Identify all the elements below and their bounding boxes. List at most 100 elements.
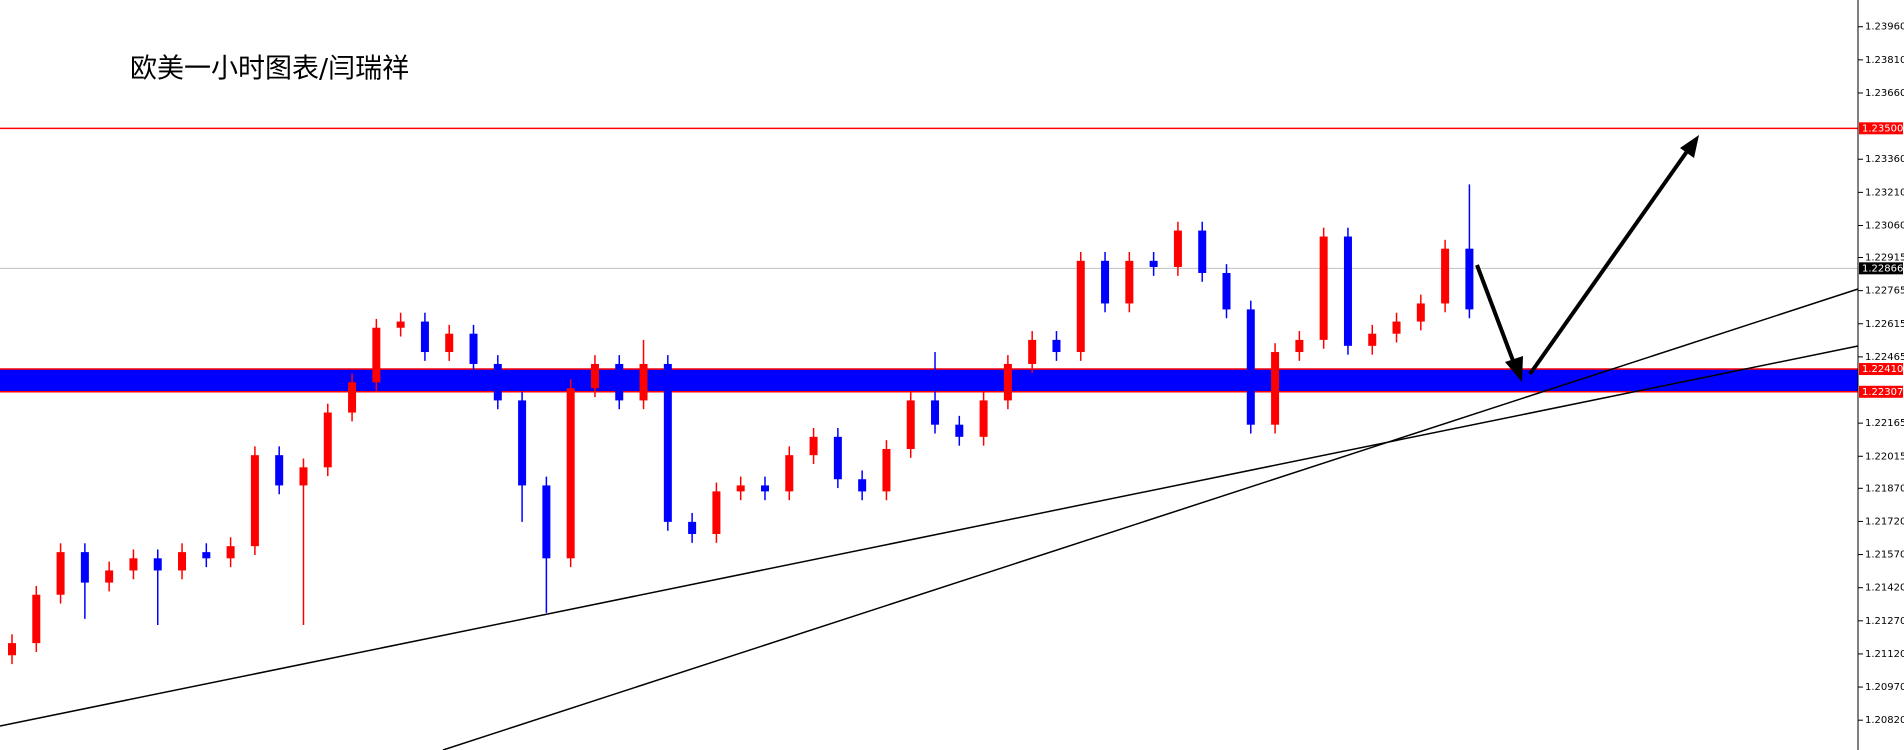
y-tick-label: 1.23060: [1865, 220, 1904, 231]
candle-body: [348, 382, 357, 413]
candle-body: [226, 546, 235, 559]
y-tick-label: 1.21270: [1865, 616, 1904, 627]
candle-body: [688, 521, 697, 535]
candle-body: [105, 570, 114, 583]
trendlines: [0, 288, 1859, 750]
zone-label: 1.22410: [1862, 364, 1903, 375]
candle-body: [56, 552, 65, 595]
candle-body: [1416, 303, 1425, 322]
candle-body: [1198, 230, 1207, 273]
candle-body: [1173, 230, 1182, 268]
candle-body: [1246, 309, 1255, 425]
candle-body: [153, 558, 162, 571]
candle-body: [566, 388, 575, 559]
candle-body: [1295, 339, 1304, 353]
y-tick-label: 1.20820: [1865, 715, 1904, 726]
y-axis: 1.23960 1.23810 1.23660 1.23360 1.23210 1.230…: [1858, 22, 1904, 726]
candle-body: [1076, 260, 1085, 353]
candle-body: [785, 455, 794, 492]
candle-body: [1465, 248, 1474, 310]
y-tick-label: 1.22765: [1865, 286, 1904, 297]
candle-body: [8, 643, 16, 656]
zone-label-bg: [1859, 385, 1903, 398]
candle-body: [80, 552, 89, 583]
candle-body: [1125, 260, 1134, 304]
last-price-label-bg: [1859, 262, 1903, 275]
last-price-label: 1.22866: [1862, 263, 1903, 274]
y-tick-label: 1.23210: [1865, 187, 1904, 198]
y-tick-label: 1.22165: [1865, 418, 1904, 429]
candle-body: [955, 424, 964, 437]
candle-body: [712, 491, 721, 535]
candle-body: [1368, 333, 1377, 346]
y-tick-label: 1.22615: [1865, 319, 1904, 330]
candle-body: [420, 321, 429, 353]
y-tick-label: 1.23960: [1865, 22, 1904, 33]
candle-body: [542, 485, 551, 559]
candle-body: [979, 400, 988, 437]
candle-body: [1003, 363, 1012, 401]
y-tick-label: 1.21870: [1865, 483, 1904, 494]
candle-body: [1392, 321, 1401, 334]
candle-body: [1052, 339, 1061, 353]
candle-body: [736, 485, 745, 492]
candle-body: [931, 400, 940, 425]
y-tick-label: 1.22915: [1865, 253, 1904, 264]
candle-body: [1222, 272, 1231, 310]
y-tick-label: 1.20970: [1865, 682, 1904, 693]
candle-body: [1441, 248, 1450, 304]
y-tick-label: 1.21720: [1865, 516, 1904, 527]
candle-body: [1319, 236, 1328, 340]
y-tick-label: 1.22465: [1865, 352, 1904, 363]
y-tick-label: 1.21120: [1865, 649, 1904, 660]
candle-body: [250, 455, 259, 547]
candle-body: [906, 400, 915, 449]
levels-layer: [0, 127, 1858, 393]
arrow-up: [1528, 148, 1690, 376]
y-tick-label: 1.23660: [1865, 88, 1904, 99]
candle-body: [590, 363, 599, 389]
y-tick-label: 1.22015: [1865, 451, 1904, 462]
zone-label-bg: [1859, 363, 1903, 376]
candle-body: [202, 552, 211, 559]
candle-body: [445, 333, 454, 353]
zone-label: 1.22307: [1862, 387, 1903, 398]
trend-line: [442, 288, 1859, 750]
support-zone: [0, 369, 1858, 392]
candle-body: [639, 363, 648, 401]
trend-line: [0, 345, 1859, 727]
candle-body: [1271, 352, 1280, 425]
arrow-head: [1505, 356, 1523, 382]
candle-body: [858, 479, 867, 492]
candle-body: [469, 333, 478, 364]
candle-body: [518, 400, 527, 486]
candle-body: [299, 467, 308, 486]
y-tick-label: 1.21420: [1865, 583, 1904, 594]
candles-layer: [8, 184, 1474, 665]
candle-body: [493, 363, 502, 401]
arrow-head: [1680, 135, 1699, 158]
candle-body: [275, 455, 284, 486]
candle-body: [1343, 236, 1352, 346]
forecast-arrows: [1475, 135, 1699, 382]
candle-body: [129, 558, 138, 571]
candle-body: [760, 485, 769, 492]
candle-body: [1149, 260, 1158, 268]
y-tick-label: 1.23360: [1865, 154, 1904, 165]
y-tick-label: 1.23810: [1865, 55, 1904, 66]
candle-body: [178, 552, 187, 571]
candle-body: [372, 327, 381, 383]
candle-body: [32, 594, 41, 644]
candle-body: [809, 436, 818, 456]
candle-body: [396, 321, 405, 328]
candle-body: [882, 448, 891, 492]
candle-body: [833, 436, 842, 480]
candle-body: [323, 412, 332, 468]
arrow-down: [1475, 264, 1517, 367]
chart-title: 欧美一小时图表/闫瑞祥: [130, 54, 409, 85]
candle-body: [663, 363, 672, 522]
candle-body: [1101, 260, 1110, 304]
candle-body: [615, 363, 624, 401]
level-label: 1.23500: [1862, 123, 1903, 134]
